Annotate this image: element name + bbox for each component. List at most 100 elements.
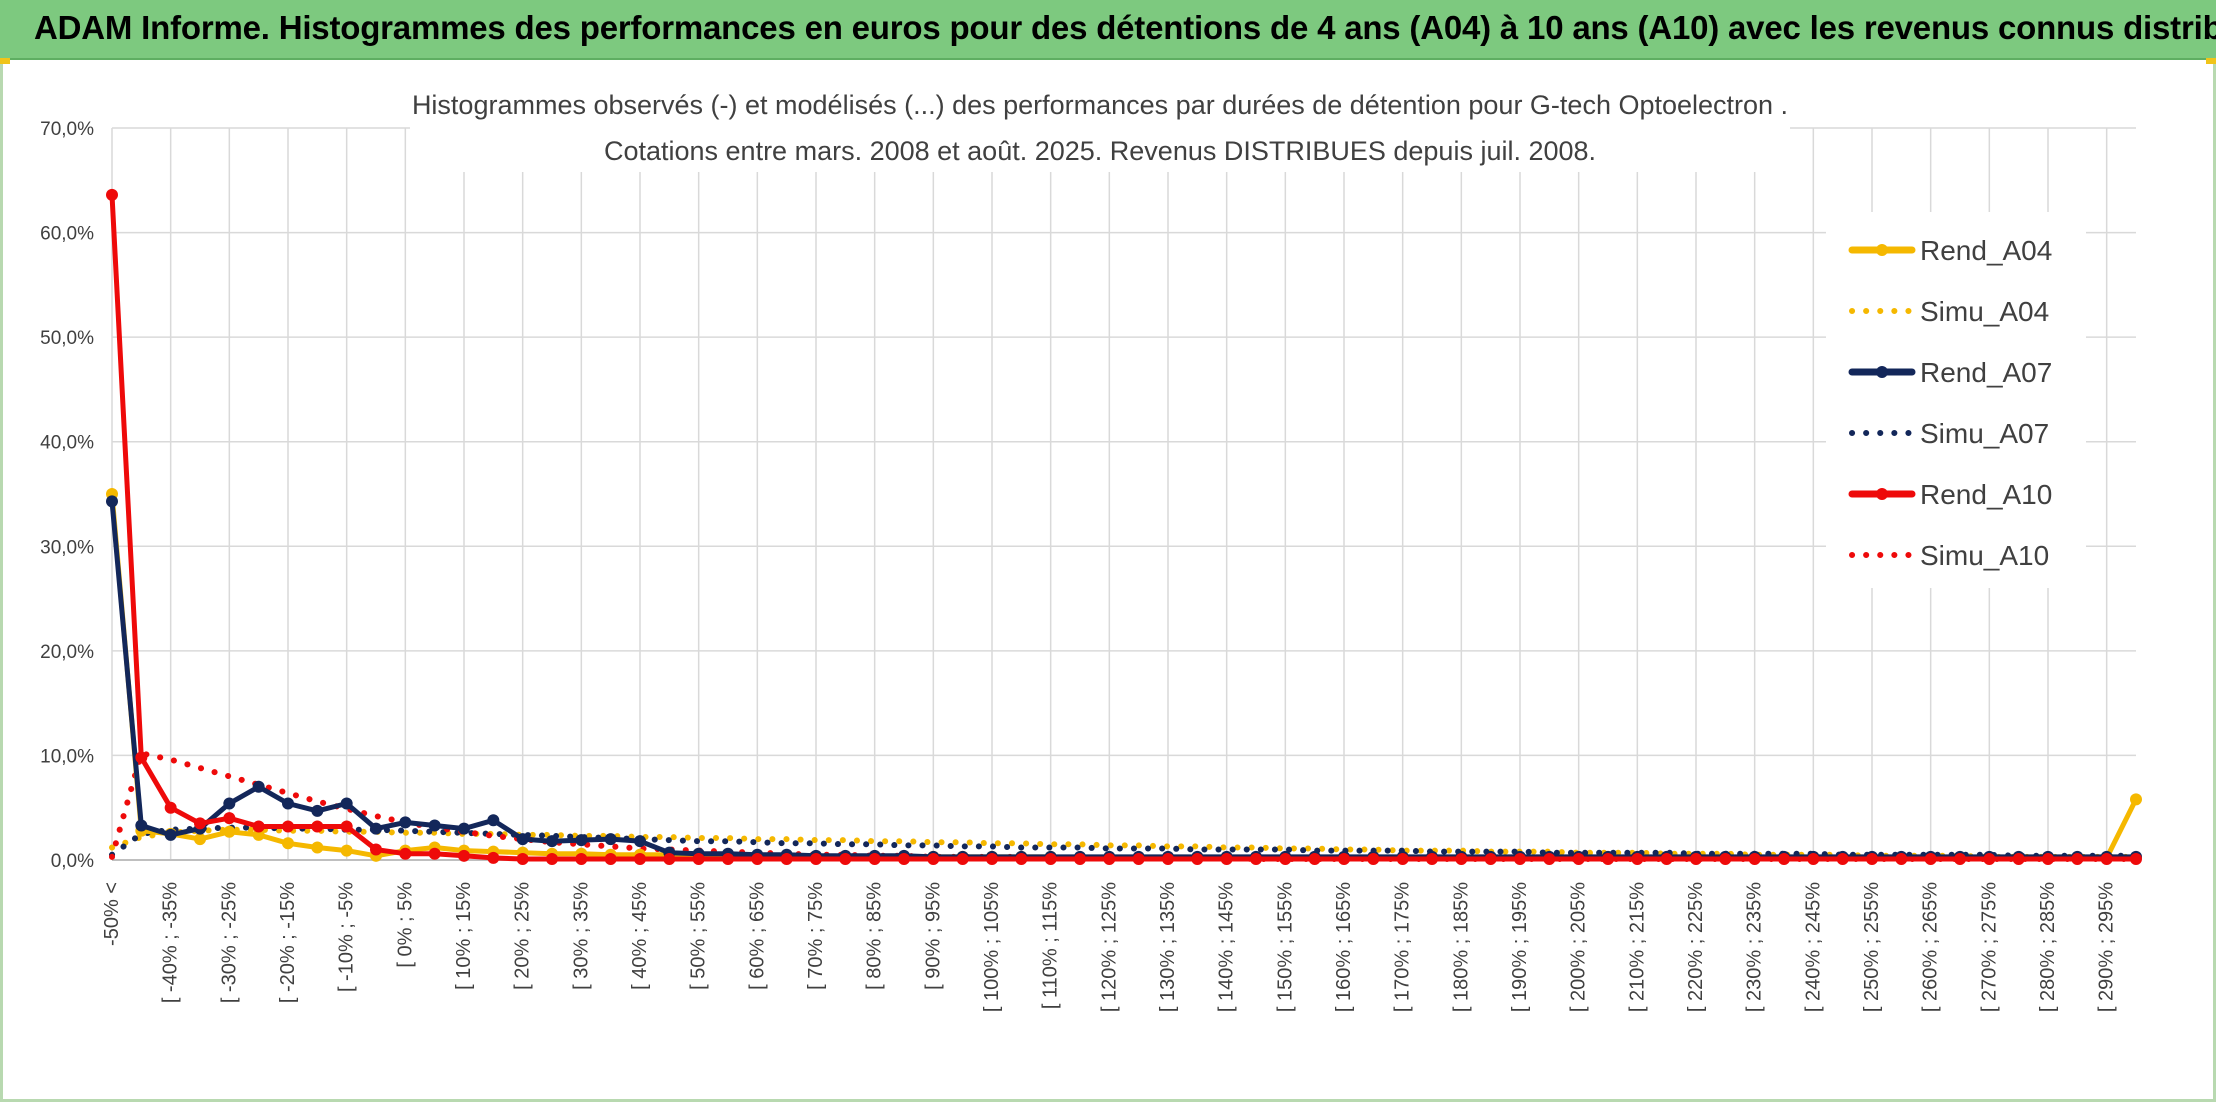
legend-marker <box>1876 366 1888 378</box>
data-point-rend-a10 <box>1044 852 1057 865</box>
data-point-rend-a10 <box>370 843 382 856</box>
data-point-rend-a04 <box>282 837 294 850</box>
x-tick-label: [ 110% ; 115% <box>1040 882 1062 1009</box>
chart-title-background <box>410 84 1790 172</box>
chart-legend: Rend_A04 Simu_A04 Rend_A07 Simu_A07 Rend_A10… <box>1826 212 2086 588</box>
data-point-rend-a10 <box>1719 852 1732 865</box>
data-point-rend-a10 <box>340 820 353 833</box>
data-point-rend-a07 <box>282 797 294 810</box>
data-point-rend-a07 <box>546 835 558 848</box>
data-point-rend-a10 <box>810 852 822 865</box>
legend-background <box>1826 212 2086 588</box>
legend-marker <box>1876 244 1888 256</box>
data-point-rend-a07 <box>575 834 588 847</box>
page-title: ADAM Informe. Histogrammes des performan… <box>34 9 2216 46</box>
frame-corner-marker <box>2206 58 2216 64</box>
data-point-rend-a10 <box>1132 852 1145 865</box>
data-point-rend-a10 <box>780 852 793 865</box>
x-axis-tick-labels: -50% < [ -40% ; -35% [ -30% ; -25% [ -20% ;… <box>101 882 2118 1012</box>
data-point-rend-a10 <box>311 820 324 833</box>
data-point-rend-a10 <box>1220 852 1233 865</box>
y-tick-label: 40,0% <box>40 433 94 454</box>
x-tick-label: [ 40% ; 45% <box>629 882 651 990</box>
data-point-rend-a10 <box>1250 852 1262 865</box>
data-point-rend-a10 <box>2042 852 2054 865</box>
data-point-rend-a04 <box>311 841 324 854</box>
legend-label: Rend_A04 <box>1920 235 2052 266</box>
x-tick-label: [ -20% ; -15% <box>277 882 299 1003</box>
y-tick-label: 70,0% <box>40 119 94 140</box>
data-point-rend-a10 <box>1602 852 1614 865</box>
data-point-rend-a10 <box>927 852 940 865</box>
data-point-rend-a10 <box>546 852 558 865</box>
data-point-rend-a10 <box>1455 852 1468 865</box>
data-point-rend-a10 <box>634 852 646 865</box>
legend-label: Simu_A10 <box>1920 540 2049 571</box>
x-tick-label: [ 140% ; 145% <box>1216 882 1238 1012</box>
data-point-rend-a04 <box>340 844 353 857</box>
data-point-rend-a10 <box>194 817 206 830</box>
chart-gridlines <box>111 127 2136 861</box>
data-point-rend-a07 <box>458 822 470 835</box>
x-tick-label: [ 210% ; 215% <box>1626 882 1648 1012</box>
x-tick-label: [ 130% ; 135% <box>1157 882 1179 1012</box>
data-point-rend-a10 <box>986 852 998 865</box>
data-point-rend-a10 <box>898 852 910 865</box>
chart-series-group <box>106 188 2142 865</box>
data-point-rend-a10 <box>1426 852 1438 865</box>
header-banner: ADAM Informe. Histogrammes des performan… <box>0 0 2216 60</box>
x-tick-label: [ 0% ; 5% <box>394 882 416 968</box>
data-point-rend-a10 <box>516 852 529 865</box>
x-tick-label: [ 70% ; 75% <box>805 882 827 990</box>
data-point-rend-a07 <box>223 797 236 810</box>
data-point-rend-a10 <box>1866 852 1878 865</box>
x-tick-label: [ 150% ; 155% <box>1274 882 1296 1012</box>
data-point-rend-a10 <box>1191 852 1204 865</box>
x-tick-label: [ 160% ; 165% <box>1333 882 1355 1012</box>
data-point-rend-a04 <box>252 828 265 841</box>
data-point-rend-a10 <box>1279 852 1292 865</box>
x-tick-label: [ 260% ; 265% <box>1920 882 1942 1012</box>
data-point-rend-a10 <box>1367 852 1380 865</box>
data-point-rend-a07 <box>516 833 529 846</box>
data-point-rend-a07 <box>340 797 353 810</box>
data-point-rend-a07 <box>164 828 177 841</box>
data-point-rend-a10 <box>164 801 177 814</box>
data-point-rend-a10 <box>1836 852 1849 865</box>
data-point-rend-a10 <box>1572 852 1585 865</box>
y-axis-tick-labels: 0,0% 10,0% 20,0% 30,0% 40,0% 50,0% 60,0% 70,0% <box>40 119 94 872</box>
data-point-rend-a10 <box>1983 852 1996 865</box>
data-point-rend-a10 <box>1484 852 1497 865</box>
data-point-rend-a10 <box>751 852 764 865</box>
x-tick-label: [ 90% ; 95% <box>922 882 944 990</box>
data-point-rend-a10 <box>282 820 294 833</box>
y-tick-label: 30,0% <box>40 537 94 558</box>
data-point-rend-a10 <box>1778 852 1790 865</box>
x-tick-label: [ 170% ; 175% <box>1392 882 1414 1012</box>
data-point-rend-a10 <box>252 820 265 833</box>
x-tick-label: [ 180% ; 185% <box>1450 882 1472 1012</box>
y-tick-label: 10,0% <box>40 746 94 767</box>
data-point-rend-a10 <box>1308 852 1321 865</box>
data-point-rend-a07 <box>487 814 500 827</box>
data-point-rend-a04 <box>194 833 206 846</box>
data-point-rend-a10 <box>1954 852 1966 865</box>
data-point-rend-a10 <box>604 852 617 865</box>
y-tick-label: 50,0% <box>40 328 94 349</box>
x-tick-label: [ 10% ; 15% <box>453 882 475 990</box>
data-point-rend-a07 <box>311 804 324 817</box>
data-point-rend-a10 <box>1074 852 1086 865</box>
x-tick-label: [ 240% ; 245% <box>1802 882 1824 1012</box>
x-tick-label: [ 80% ; 85% <box>864 882 886 990</box>
data-point-rend-a07 <box>428 819 441 832</box>
x-tick-label: [ -10% ; -5% <box>336 882 358 992</box>
data-point-rend-a07 <box>370 822 382 835</box>
data-point-rend-a10 <box>1631 852 1644 865</box>
y-tick-label: 60,0% <box>40 224 94 245</box>
data-point-rend-a10 <box>1338 852 1350 865</box>
data-point-rend-a10 <box>1543 852 1556 865</box>
x-tick-label: [ 30% ; 35% <box>570 882 592 990</box>
data-point-rend-a10 <box>2130 852 2142 865</box>
legend-label: Simu_A04 <box>1920 296 2049 327</box>
